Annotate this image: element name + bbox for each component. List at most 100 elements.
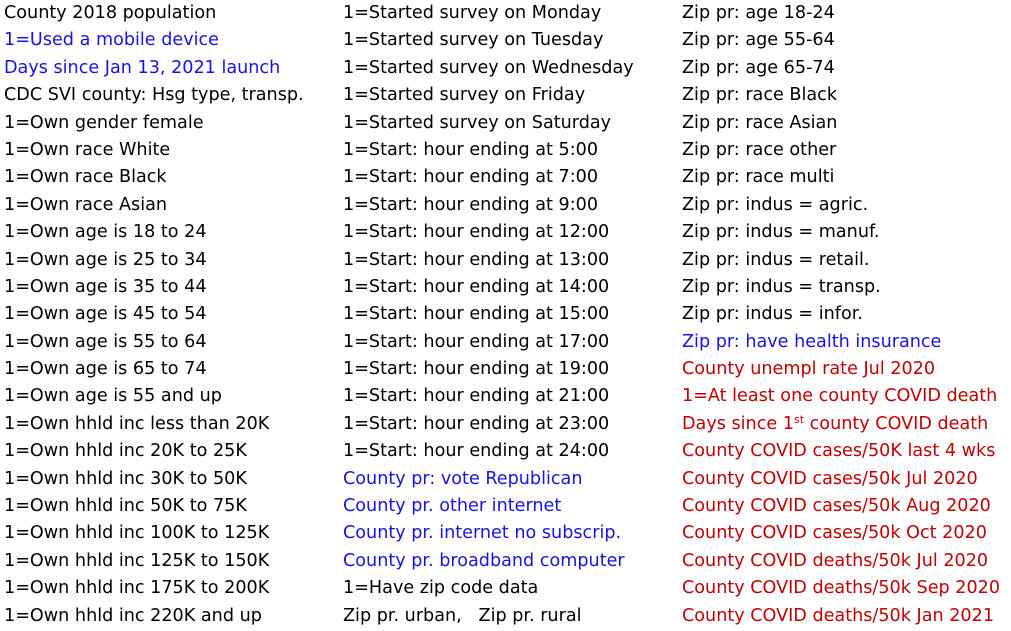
variable-label: 1=Own age is 65 to 74 <box>4 356 304 383</box>
variable-label-text: 1=Started survey on Saturday <box>343 112 612 133</box>
variable-label-text: County COVID cases/50k Aug 2020 <box>682 496 991 517</box>
variable-list-column-2: 1=Started survey on Monday 1=Started surv… <box>343 0 634 630</box>
variable-label: County unempl rate Jul 2020 <box>682 356 1000 383</box>
variable-label: 1=Start: hour ending at 5:00 <box>343 137 634 164</box>
variable-label-text: 1=Own age is 55 to 64 <box>4 331 207 352</box>
variable-label: County pr. other internet <box>343 493 634 520</box>
variable-label-text: 1=Own age is 45 to 54 <box>4 304 207 325</box>
variable-label: 1=Own hhld inc less than 20K <box>4 411 304 438</box>
variable-label: 1=Own age is 55 to 64 <box>4 329 304 356</box>
variable-label-text: 1=Used a mobile device <box>4 30 219 51</box>
variable-label: Zip pr: race Black <box>682 82 1000 109</box>
variable-label: Zip pr: race other <box>682 137 1000 164</box>
variable-label-text: Zip pr: age 65-74 <box>682 57 835 78</box>
variable-label-text: County unempl rate Jul 2020 <box>682 359 936 380</box>
variable-label-text: 1=At least one county COVID death <box>682 386 998 407</box>
variable-label: 1=At least one county COVID death <box>682 383 1000 410</box>
variable-label-text: 1=Own hhld inc 20K to 25K <box>4 441 247 462</box>
variable-label-text: 1=Own hhld inc 175K to 200K <box>4 578 270 599</box>
variable-label: 1=Start: hour ending at 12:00 <box>343 219 634 246</box>
variable-label: Zip pr: age 55-64 <box>682 27 1000 54</box>
variable-label: Zip pr. urban, Zip pr. rural <box>343 603 634 630</box>
variable-label-text: Zip pr: indus = transp. <box>682 276 881 297</box>
variable-label-text: County pr. internet no subscrip. <box>343 523 622 544</box>
variable-label: 1=Start: hour ending at 13:00 <box>343 247 634 274</box>
variable-label: 1=Own age is 45 to 54 <box>4 301 304 328</box>
variable-label-text: Zip pr: indus = manuf. <box>682 222 880 243</box>
variable-label-text: 1=Own age is 65 to 74 <box>4 359 207 380</box>
variable-label: County COVID deaths/50k Jul 2020 <box>682 548 1000 575</box>
variable-label-text: Days since Jan 13, 2021 launch <box>4 57 281 78</box>
variable-label: 1=Start: hour ending at 21:00 <box>343 383 634 410</box>
variable-label-text: 1=Own hhld inc 125K to 150K <box>4 550 270 571</box>
variable-label: Zip pr: age 18-24 <box>682 0 1000 27</box>
variable-label: Zip pr: indus = transp. <box>682 274 1000 301</box>
variable-label-text: 1=Own hhld inc 50K to 75K <box>4 496 247 517</box>
variable-label: 1=Own hhld inc 50K to 75K <box>4 493 304 520</box>
variable-label-text: 1=Started survey on Wednesday <box>343 57 634 78</box>
variable-label-text: 1=Start: hour ending at 15:00 <box>343 304 610 325</box>
variable-label: 1=Own hhld inc 125K to 150K <box>4 548 304 575</box>
variable-label-text: Zip pr: race Asian <box>682 112 838 133</box>
variable-label-text: 1=Own race White <box>4 139 171 160</box>
variable-label: 1=Own hhld inc 220K and up <box>4 603 304 630</box>
variable-list-column-3: Zip pr: age 18-24 Zip pr: age 55-64 Zip pr… <box>682 0 1000 630</box>
variable-label: 1=Own gender female <box>4 110 304 137</box>
variable-label-text: Zip pr: have health insurance <box>682 331 942 352</box>
variable-label-text: Zip pr: race Black <box>682 85 838 106</box>
variable-label-text: 1=Start: hour ending at 21:00 <box>343 386 610 407</box>
variable-label-text: County pr. other internet <box>343 496 562 517</box>
variable-label-text: County COVID deaths/50k Sep 2020 <box>682 578 1001 599</box>
variable-label: 1=Started survey on Monday <box>343 0 634 27</box>
variable-label-text: 1=Start: hour ending at 12:00 <box>343 222 610 243</box>
variable-label: 1=Own hhld inc 100K to 125K <box>4 520 304 547</box>
variable-label: County COVID cases/50K last 4 wks <box>682 438 1000 465</box>
variable-label-text: Zip pr: race multi <box>682 167 835 188</box>
variable-label: 1=Start: hour ending at 19:00 <box>343 356 634 383</box>
variable-label: 1=Started survey on Friday <box>343 82 634 109</box>
variable-label: Zip pr: age 65-74 <box>682 55 1000 82</box>
variable-label-text: 1=Start: hour ending at 24:00 <box>343 441 610 462</box>
variable-label-text: 1=Own hhld inc 220K and up <box>4 605 262 626</box>
variable-label: 1=Start: hour ending at 9:00 <box>343 192 634 219</box>
variable-label: Zip pr: have health insurance <box>682 329 1000 356</box>
variable-label-text: 1=Started survey on Monday <box>343 3 602 23</box>
variable-label: 1=Used a mobile device <box>4 27 304 54</box>
variable-label: Days since Jan 13, 2021 launch <box>4 55 304 82</box>
variable-label: Zip pr: indus = agric. <box>682 192 1000 219</box>
ordinal-superscript: st <box>794 412 805 426</box>
variable-label-text: 1=Start: hour ending at 19:00 <box>343 359 610 380</box>
variable-label-text: County COVID cases/50k Jul 2020 <box>682 468 978 489</box>
variable-label: 1=Start: hour ending at 14:00 <box>343 274 634 301</box>
variable-label-text: 1=Own hhld inc less than 20K <box>4 413 270 434</box>
variable-label: 1=Started survey on Wednesday <box>343 55 634 82</box>
variable-label-text: 1=Start: hour ending at 9:00 <box>343 194 599 215</box>
variable-label: 1=Own race Black <box>4 164 304 191</box>
variable-label-text: 1=Own hhld inc 100K to 125K <box>4 523 270 544</box>
variable-label: 1=Own age is 18 to 24 <box>4 219 304 246</box>
variable-label-text: Zip pr: indus = agric. <box>682 194 869 215</box>
variable-label-text: 1=Start: hour ending at 13:00 <box>343 249 610 270</box>
variable-label-text: Zip pr: indus = infor. <box>682 304 863 325</box>
variable-label-text: 1=Start: hour ending at 5:00 <box>343 139 599 160</box>
variable-label-text: County COVID cases/50k Oct 2020 <box>682 523 987 544</box>
variable-label-text: Zip pr: age 55-64 <box>682 30 835 51</box>
variable-label: 1=Started survey on Tuesday <box>343 27 634 54</box>
variable-label-text: County COVID deaths/50k Jul 2020 <box>682 550 989 571</box>
variable-label-text: County pr. broadband computer <box>343 550 625 571</box>
variable-label: 1=Own race Asian <box>4 192 304 219</box>
variable-label: 1=Start: hour ending at 23:00 <box>343 411 634 438</box>
variable-label-text: 1=Own age is 55 and up <box>4 386 222 407</box>
variable-label: Zip pr: indus = infor. <box>682 301 1000 328</box>
variable-label-text: County pr: vote Republican <box>343 468 583 489</box>
variable-label: Zip pr: indus = manuf. <box>682 219 1000 246</box>
variable-label: County 2018 population <box>4 0 304 27</box>
variable-label: 1=Start: hour ending at 7:00 <box>343 164 634 191</box>
variable-label-text: 1=Own age is 35 to 44 <box>4 276 207 297</box>
variable-label-text: Zip pr: indus = retail. <box>682 249 870 270</box>
variable-label-text-tail: county COVID death <box>804 413 989 434</box>
variable-label-text: 1=Start: hour ending at 23:00 <box>343 413 610 434</box>
variable-label-text: 1=Have zip code data <box>343 578 539 599</box>
variable-label-text: Zip pr. urban, Zip pr. rural <box>343 605 582 626</box>
variable-label-text: County COVID cases/50K last 4 wks <box>682 441 996 462</box>
